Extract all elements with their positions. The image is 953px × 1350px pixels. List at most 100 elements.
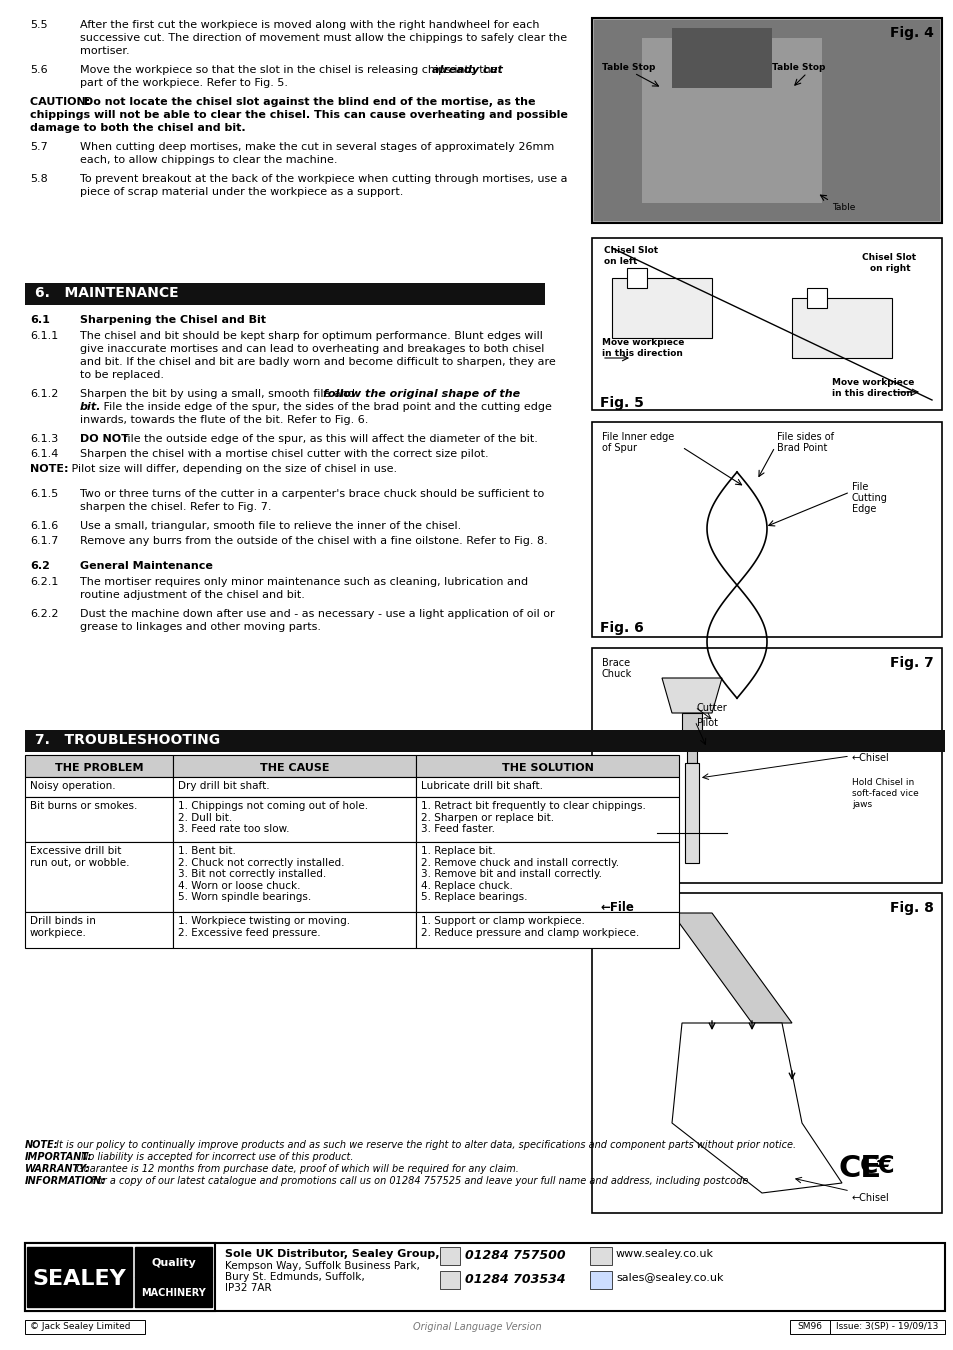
Bar <box>25 730 944 752</box>
Text: Fig. 6: Fig. 6 <box>599 621 643 634</box>
Text: File the inside edge of the spur, the sides of the brad point and the cutting ed: File the inside edge of the spur, the si… <box>100 402 551 412</box>
Text: jaws: jaws <box>851 801 871 809</box>
Bar <box>25 778 172 796</box>
Text: 6.1.5: 6.1.5 <box>30 489 58 500</box>
Text: mortiser.: mortiser. <box>80 46 130 55</box>
Text: bit.: bit. <box>80 402 101 412</box>
Bar <box>594 20 939 221</box>
Text: Drill binds in
workpiece.: Drill binds in workpiece. <box>30 917 95 938</box>
Bar <box>25 796 172 842</box>
Bar <box>592 238 941 410</box>
Text: No liability is accepted for incorrect use of this product.: No liability is accepted for incorrect u… <box>78 1152 354 1162</box>
Bar <box>686 733 697 763</box>
Text: THE PROBLEM: THE PROBLEM <box>54 763 143 774</box>
Bar <box>135 1247 212 1277</box>
Text: 5.6: 5.6 <box>30 65 48 76</box>
Text: Chisel Slot: Chisel Slot <box>862 252 915 262</box>
Text: NOTE:: NOTE: <box>30 464 69 474</box>
Polygon shape <box>661 678 721 713</box>
Text: routine adjustment of the chisel and bit.: routine adjustment of the chisel and bit… <box>80 590 305 599</box>
Text: www.sealey.co.uk: www.sealey.co.uk <box>616 1249 713 1260</box>
Text: Quality: Quality <box>151 1258 195 1268</box>
Text: Pilot size will differ, depending on the size of chisel in use.: Pilot size will differ, depending on the… <box>68 464 396 474</box>
Text: File: File <box>851 482 867 491</box>
Text: Chisel Slot: Chisel Slot <box>603 246 658 255</box>
Text: and bit. If the chisel and bit are badly worn and become difficult to sharpen, t: and bit. If the chisel and bit are badly… <box>80 356 556 367</box>
Bar <box>25 1243 214 1311</box>
Text: 1. Chippings not coming out of hole.
2. Dull bit.
3. Feed rate too slow.: 1. Chippings not coming out of hole. 2. … <box>178 801 368 834</box>
Text: Bury St. Edmunds, Suffolk,: Bury St. Edmunds, Suffolk, <box>225 1272 364 1282</box>
Text: Move workpiece: Move workpiece <box>601 338 683 347</box>
Bar <box>172 755 416 778</box>
Text: Noisy operation.: Noisy operation. <box>30 782 115 791</box>
Bar <box>592 423 941 637</box>
Polygon shape <box>671 913 791 1023</box>
Text: MACHINERY: MACHINERY <box>141 1288 206 1297</box>
Text: Dust the machine down after use and - as necessary - use a light application of : Dust the machine down after use and - as… <box>80 609 554 620</box>
Text: INFORMATION:: INFORMATION: <box>25 1176 106 1187</box>
Text: NOTE:: NOTE: <box>25 1139 58 1150</box>
Text: 1. Support or clamp workpiece.
2. Reduce pressure and clamp workpiece.: 1. Support or clamp workpiece. 2. Reduce… <box>420 917 639 938</box>
Bar <box>135 1277 212 1307</box>
Bar <box>641 38 821 202</box>
Text: IP32 7AR: IP32 7AR <box>225 1282 272 1293</box>
Text: follow the original shape of the: follow the original shape of the <box>323 389 519 400</box>
Text: Pilot: Pilot <box>697 718 718 728</box>
Text: Remove any burrs from the outside of the chisel with a fine oilstone. Refer to F: Remove any burrs from the outside of the… <box>80 536 547 545</box>
Text: already cut: already cut <box>432 65 502 76</box>
Bar <box>439 1247 459 1265</box>
Text: part of the workpiece. Refer to Fig. 5.: part of the workpiece. Refer to Fig. 5. <box>80 78 288 88</box>
Bar <box>681 713 701 733</box>
Text: Table Stop: Table Stop <box>601 63 655 72</box>
Text: 6.1.7: 6.1.7 <box>30 536 58 545</box>
Text: Excessive drill bit
run out, or wobble.: Excessive drill bit run out, or wobble. <box>30 846 130 868</box>
Text: Edge: Edge <box>851 504 876 514</box>
Text: 6.2: 6.2 <box>30 562 50 571</box>
Bar <box>172 913 416 948</box>
Text: CE: CE <box>838 1154 881 1183</box>
Text: sharpen the chisel. Refer to Fig. 7.: sharpen the chisel. Refer to Fig. 7. <box>80 502 272 512</box>
Bar <box>806 288 826 308</box>
Text: in this direction: in this direction <box>831 389 912 398</box>
Text: each, to allow chippings to clear the machine.: each, to allow chippings to clear the ma… <box>80 155 337 165</box>
Text: General Maintenance: General Maintenance <box>80 562 213 571</box>
Text: C€: C€ <box>859 1154 895 1179</box>
Text: Do not locate the chisel slot against the blind end of the mortise, as the: Do not locate the chisel slot against th… <box>84 97 535 107</box>
Bar <box>416 796 679 842</box>
Text: Dry drill bit shaft.: Dry drill bit shaft. <box>178 782 270 791</box>
Text: Sharpen the chisel with a mortise chisel cutter with the correct size pilot.: Sharpen the chisel with a mortise chisel… <box>80 450 488 459</box>
Text: in this direction: in this direction <box>601 350 682 358</box>
Polygon shape <box>671 1023 841 1193</box>
Bar <box>592 648 941 883</box>
Text: 5.7: 5.7 <box>30 142 48 153</box>
Text: sales@sealey.co.uk: sales@sealey.co.uk <box>616 1273 722 1282</box>
Text: ←Chisel: ←Chisel <box>851 753 889 763</box>
Text: 1. Bent bit.
2. Chuck not correctly installed.
3. Bit not correctly installed.
4: 1. Bent bit. 2. Chuck not correctly inst… <box>178 846 344 902</box>
Bar <box>25 842 172 913</box>
Text: Two or three turns of the cutter in a carpenter's brace chuck should be sufficie: Two or three turns of the cutter in a ca… <box>80 489 543 500</box>
Bar <box>791 298 891 358</box>
Text: Cutting: Cutting <box>851 493 887 504</box>
Bar <box>416 913 679 948</box>
Text: of Spur: of Spur <box>601 443 637 454</box>
Text: Fig. 4: Fig. 4 <box>889 26 933 40</box>
Bar <box>25 1320 145 1334</box>
Text: 6.1.3: 6.1.3 <box>30 433 58 444</box>
Bar <box>789 1320 829 1334</box>
Text: Brad Point: Brad Point <box>776 443 826 454</box>
Text: Move workpiece: Move workpiece <box>831 378 913 387</box>
Text: Chuck: Chuck <box>601 670 632 679</box>
Text: 6.1.1: 6.1.1 <box>30 331 58 342</box>
Text: ←File: ←File <box>599 900 633 914</box>
Text: ←Chisel: ←Chisel <box>851 1193 889 1203</box>
Text: 7.   TROUBLESHOOTING: 7. TROUBLESHOOTING <box>35 733 220 747</box>
Bar <box>612 278 711 338</box>
Text: THE SOLUTION: THE SOLUTION <box>501 763 593 774</box>
Text: 6.   MAINTENANCE: 6. MAINTENANCE <box>35 286 178 300</box>
Bar <box>25 913 172 948</box>
Text: 01284 757500: 01284 757500 <box>464 1249 565 1262</box>
Bar <box>589 1247 612 1265</box>
Text: Use a small, triangular, smooth file to relieve the inner of the chisel.: Use a small, triangular, smooth file to … <box>80 521 460 531</box>
Text: on left: on left <box>603 256 637 266</box>
Text: 5.8: 5.8 <box>30 174 48 184</box>
